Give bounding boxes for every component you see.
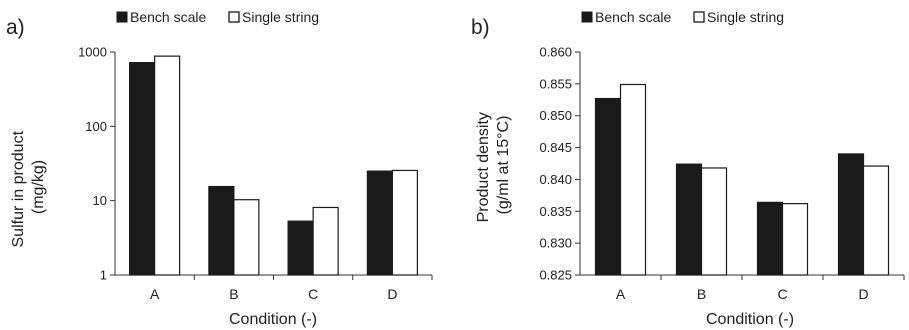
bar-d-single-string: [862, 165, 890, 276]
x-tick-label-d: D: [387, 286, 397, 302]
x-tick-label-d: D: [858, 286, 868, 302]
y-axis-title-a-line-2: (mg/kg): [30, 160, 47, 214]
y-ticks-a: 1 10 100 1000: [78, 45, 115, 283]
bar-c-single-string: [312, 206, 339, 276]
bar-a-bench-scale: [129, 62, 156, 276]
y-tick-label: 100: [85, 119, 107, 134]
bars-a: [129, 55, 418, 276]
bar-c-single-string: [781, 203, 809, 276]
y-axis-title-b-line-2: (g/ml at 15°C): [495, 116, 512, 215]
legend-label-bench-scale: Bench scale: [595, 9, 671, 25]
y-tick-label: 0.845: [539, 140, 572, 155]
bar-b-single-string: [700, 167, 728, 276]
y-axis-title-a-line-1: Sulfur in product: [10, 130, 27, 247]
bar-a-bench-scale: [594, 97, 622, 276]
y-axis-title-b-line-1: Product density: [475, 112, 492, 222]
y-tick-label: 0.860: [539, 45, 572, 60]
legend-a: Bench scale Single string: [116, 9, 319, 25]
x-ticks-b: A B C D: [616, 275, 905, 302]
legend-swatch-single-string: [228, 11, 240, 23]
y-axis-title-b: Product density (g/ml at 15°C): [475, 108, 512, 223]
x-axis-title-a: Condition (-): [229, 311, 317, 328]
bar-d-bench-scale: [837, 153, 865, 276]
bar-c-bench-scale: [756, 201, 784, 276]
legend-b: Bench scale Single string: [581, 9, 784, 25]
legend-swatch-bench-scale: [581, 11, 593, 23]
y-ticks-b: 0.825 0.830 0.835 0.840 0.845 0.850 0.855 0.860: [539, 45, 580, 283]
y-tick-label: 0.825: [539, 268, 572, 283]
panel-label-a: a): [6, 16, 25, 39]
y-tick-label: 0.855: [539, 76, 572, 91]
x-tick-label-c: C: [308, 286, 318, 302]
legend-label-bench-scale: Bench scale: [130, 9, 206, 25]
bar-b-bench-scale: [208, 185, 235, 276]
bar-d-bench-scale: [366, 170, 393, 276]
x-tick-label-c: C: [777, 286, 787, 302]
y-tick-label: 0.840: [539, 172, 572, 187]
legend-swatch-bench-scale: [116, 11, 128, 23]
y-tick-label: 10: [93, 193, 107, 208]
x-tick-label-a: A: [616, 286, 626, 302]
bars-b: [594, 83, 890, 276]
y-tick-label: 1: [100, 268, 107, 283]
x-tick-label-b: B: [229, 286, 238, 302]
y-tick-label: 0.830: [539, 236, 572, 251]
legend-label-single-string: Single string: [707, 9, 784, 25]
bar-b-bench-scale: [675, 163, 703, 276]
legend-swatch-single-string: [693, 11, 705, 23]
panel-label-b: b): [471, 16, 490, 39]
chart-panel-b: b) Bench scale Single string Product den…: [471, 9, 905, 328]
bar-b-single-string: [233, 199, 260, 276]
x-tick-label-b: B: [697, 286, 706, 302]
bar-a-single-string: [154, 55, 181, 276]
bar-d-single-string: [391, 169, 418, 276]
y-tick-label: 0.850: [539, 108, 572, 123]
x-ticks-a: A B C D: [150, 275, 433, 302]
bar-a-single-string: [619, 83, 647, 276]
x-tick-label-a: A: [150, 286, 160, 302]
bar-c-bench-scale: [287, 220, 314, 276]
chart-panel-a: a) Bench scale Single string Sulfur in p…: [6, 9, 433, 328]
y-tick-label: 0.835: [539, 204, 572, 219]
legend-label-single-string: Single string: [242, 9, 319, 25]
x-axis-title-b: Condition (-): [706, 311, 794, 328]
y-tick-label: 1000: [78, 45, 107, 60]
y-axis-title-a: Sulfur in product (mg/kg): [10, 127, 47, 248]
